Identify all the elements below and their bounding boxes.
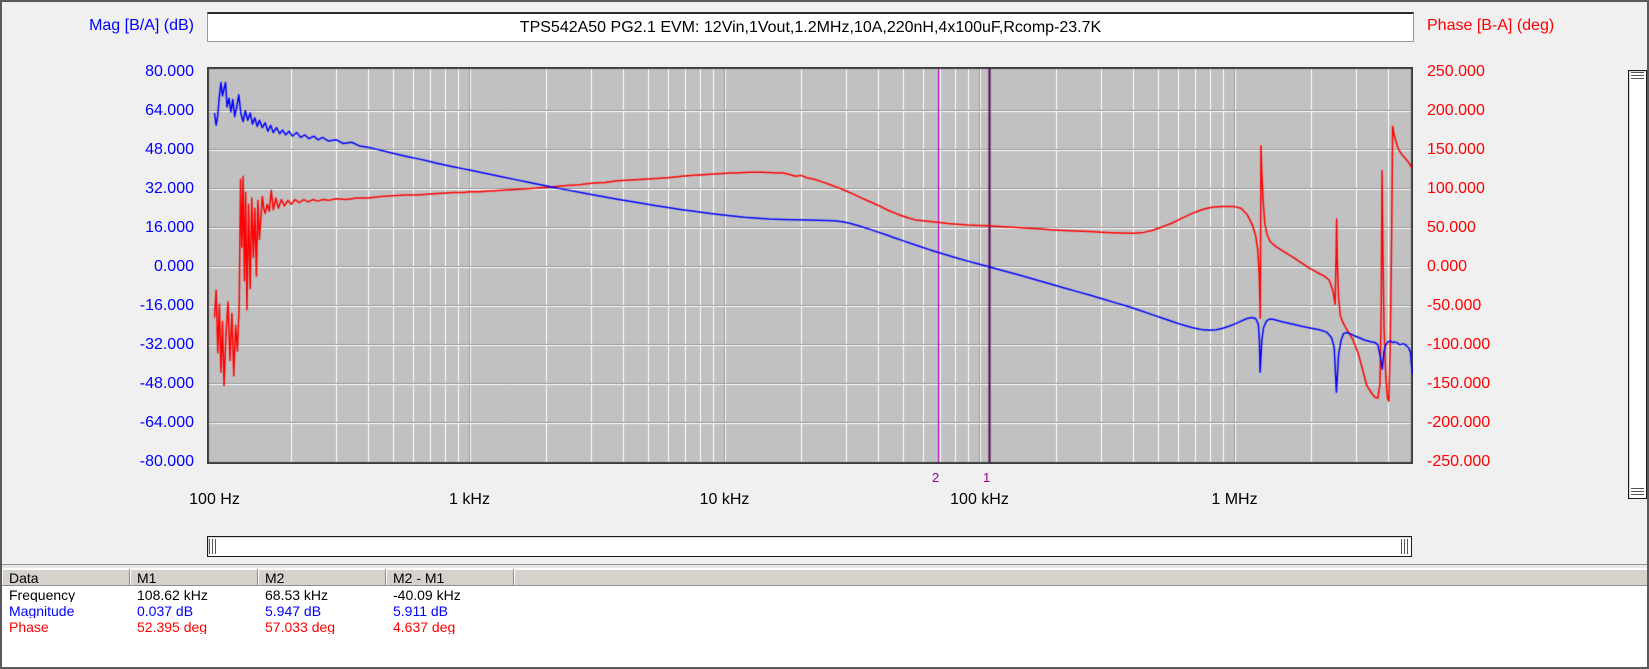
mag-tick-label: 80.000 (145, 62, 194, 80)
phase-tick-label: 250.000 (1427, 62, 1485, 80)
mag-tick-label: -48.000 (139, 374, 194, 392)
table-header-cell: Data (2, 569, 130, 585)
mag-tick-label: 0.000 (153, 257, 194, 275)
freq-tick-label: 100 kHz (950, 491, 1009, 508)
marker-number: 2 (932, 470, 940, 485)
freq-tick-label: 10 kHz (699, 491, 750, 508)
row-label: Frequency (9, 587, 76, 602)
table-body: Frequency 108.62 kHz 68.53 kHz -40.09 kHz Ma… (2, 586, 1647, 634)
row-value (514, 602, 1647, 618)
row-value: 52.395 deg (137, 619, 208, 634)
phase-tick-label: -200.000 (1427, 413, 1491, 431)
phase-tick-label: 100.000 (1427, 179, 1485, 197)
row-value: 4.637 deg (393, 619, 456, 634)
mag-tick-label: -64.000 (139, 413, 194, 431)
marker-data-table: Data M1 M2 M2 - M1 Frequency 108.62 kHz 68.53… (2, 569, 1647, 667)
bode-plot-canvas[interactable] (207, 67, 1413, 464)
phase-axis-title: Phase [B-A] (deg) (1427, 17, 1555, 34)
freq-tick-label: 1 MHz (1211, 491, 1258, 508)
h-scrollbar-left-grip[interactable] (209, 539, 218, 554)
mag-tick-label: 48.000 (145, 140, 194, 158)
table-row: Phase 52.395 deg 57.033 deg 4.637 deg (2, 618, 1647, 634)
row-value: 108.62 kHz (137, 587, 208, 602)
row-label: Magnitude (9, 603, 75, 618)
row-value: -40.09 kHz (393, 587, 461, 602)
phase-tick-label: 50.000 (1427, 218, 1476, 236)
table-header-cell: M1 (130, 569, 258, 585)
table-header-cell: M2 - M1 (386, 569, 514, 585)
v-scrollbar-bottom-grip[interactable] (1631, 488, 1644, 497)
freq-tick-label: 100 Hz (189, 491, 240, 508)
table-row: Frequency 108.62 kHz 68.53 kHz -40.09 kHz (2, 586, 1647, 602)
chart-title-box: TPS542A50 PG2.1 EVM: 12Vin,1Vout,1.2MHz,… (207, 12, 1414, 42)
mag-tick-label: 64.000 (145, 101, 194, 119)
row-value (514, 618, 1647, 634)
v-scrollbar-top-grip[interactable] (1631, 72, 1644, 81)
chart-title: TPS542A50 PG2.1 EVM: 12Vin,1Vout,1.2MHz,… (519, 18, 1102, 36)
phase-tick-label: 150.000 (1427, 140, 1485, 158)
row-value: 68.53 kHz (265, 587, 329, 602)
phase-tick-label: -250.000 (1427, 453, 1491, 470)
row-value: 0.037 dB (137, 603, 194, 618)
table-row: Magnitude 0.037 dB 5.947 dB 5.911 dB (2, 602, 1647, 618)
table-header-filler (514, 569, 1647, 585)
row-value (514, 586, 1647, 602)
vertical-zoom-scrollbar[interactable] (1628, 70, 1647, 499)
phase-tick-label: 0.000 (1427, 257, 1468, 275)
mag-tick-label: -80.000 (139, 453, 194, 470)
mag-axis-title: Mag [B/A] (dB) (89, 17, 194, 34)
mag-tick-label: -32.000 (139, 335, 194, 353)
marker-number: 1 (983, 470, 991, 485)
mag-tick-label: -16.000 (139, 296, 194, 314)
phase-tick-label: -50.000 (1427, 296, 1482, 314)
phase-tick-label: -150.000 (1427, 374, 1491, 392)
mag-tick-label: 32.000 (145, 179, 194, 197)
row-label: Phase (9, 619, 49, 634)
table-header-cell: M2 (258, 569, 386, 585)
row-value: 57.033 deg (265, 619, 336, 634)
h-scrollbar-right-grip[interactable] (1401, 539, 1410, 554)
horizontal-zoom-scrollbar[interactable] (207, 536, 1412, 557)
table-header-row: Data M1 M2 M2 - M1 (2, 569, 1647, 586)
mag-tick-label: 16.000 (145, 218, 194, 236)
row-value: 5.947 dB (265, 603, 322, 618)
phase-tick-label: -100.000 (1427, 335, 1491, 353)
phase-tick-label: 200.000 (1427, 101, 1485, 119)
freq-tick-label: 1 kHz (449, 491, 490, 508)
row-value: 5.911 dB (393, 603, 449, 618)
panel-divider[interactable] (2, 564, 1647, 569)
